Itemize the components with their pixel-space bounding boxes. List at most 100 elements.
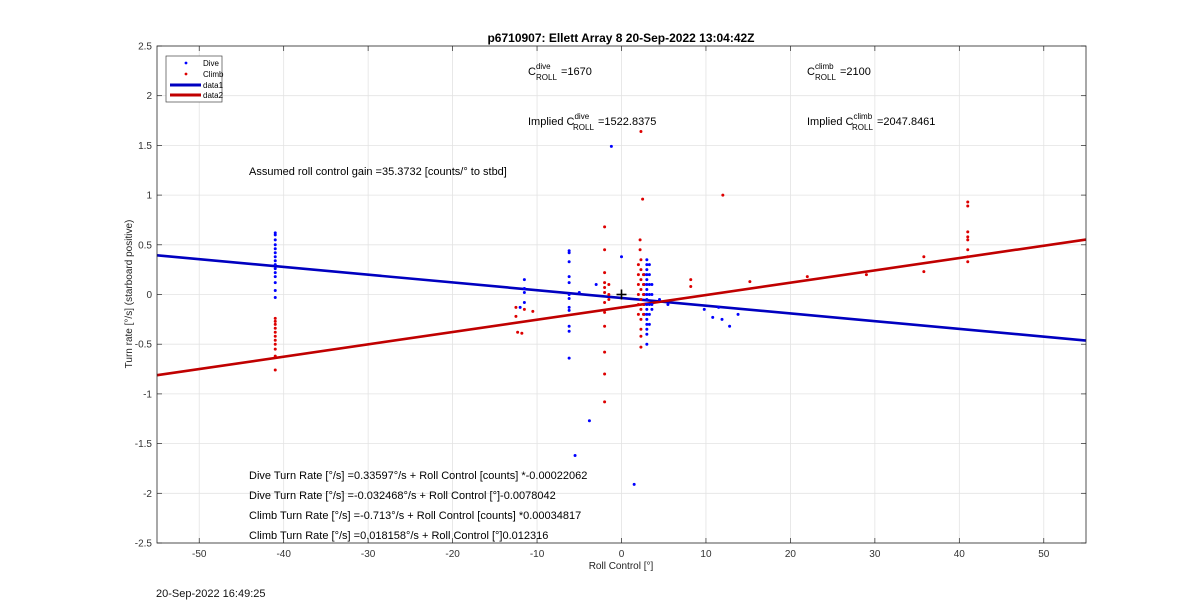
legend-data1-label: data1	[203, 81, 224, 90]
dive-point	[650, 293, 654, 296]
y-axis-label: Turn rate [°/s] (starboard positive)	[124, 220, 135, 369]
climb-point	[639, 345, 643, 349]
svg-text:Cdive: Cdive	[528, 62, 551, 78]
y-tick-label: -2.5	[135, 539, 153, 550]
dive-point	[577, 291, 581, 295]
c-climb-symbol: C	[807, 66, 815, 78]
implied-dive-superscript: dive	[574, 112, 589, 121]
dive-point	[717, 305, 721, 309]
y-tick-label: 2.5	[138, 42, 152, 53]
legend-climb-marker	[184, 72, 188, 76]
dive-point	[522, 291, 526, 295]
climb-point	[273, 354, 277, 358]
dive-point	[594, 283, 598, 287]
implied-climb-symbol: Implied C	[807, 116, 854, 128]
climb-point	[273, 338, 277, 342]
dive-point	[273, 263, 277, 267]
climb-point	[603, 271, 607, 275]
dive-point	[567, 356, 571, 360]
x-tick-label: 40	[954, 549, 966, 560]
y-tick-label: 0	[146, 290, 152, 301]
x-tick-label: -30	[361, 549, 376, 560]
climb-point	[636, 302, 640, 306]
dive-point	[647, 273, 651, 277]
climb-point	[966, 235, 970, 239]
climb-point	[603, 291, 607, 295]
chart-title: p6710907: Ellett Array 8 20-Sep-2022 13:…	[487, 31, 754, 45]
climb-point	[273, 316, 277, 320]
climb-point	[641, 273, 645, 277]
dive-point	[666, 302, 670, 306]
dive-point	[711, 315, 715, 319]
dive-point	[273, 271, 277, 275]
dive-point	[567, 260, 571, 264]
dive-point	[620, 255, 623, 259]
x-tick-label: 10	[700, 549, 712, 560]
climb-point	[273, 319, 277, 323]
c-dive-value: =1670	[561, 66, 592, 78]
climb-point	[522, 307, 526, 311]
climb-point	[689, 285, 693, 289]
x-tick-label: -20	[445, 549, 460, 560]
roll-gain-annotation: Assumed roll control gain =35.3732 [coun…	[249, 166, 507, 178]
dive-point	[645, 288, 649, 292]
dive-point	[650, 307, 654, 311]
implied-climb-superscript: climb	[853, 112, 872, 121]
dive-point	[645, 332, 649, 336]
dive-point	[645, 312, 649, 316]
climb-point	[639, 317, 643, 321]
dive-point	[650, 283, 654, 287]
dive-point	[273, 295, 277, 299]
dive-point	[645, 283, 649, 287]
dive-point	[273, 255, 277, 259]
dive-point	[650, 302, 654, 306]
climb-point	[966, 260, 970, 264]
dive-point	[273, 281, 277, 285]
climb-point	[639, 278, 643, 282]
climb-point	[636, 312, 640, 316]
climb-point	[636, 273, 640, 277]
climb-point	[864, 273, 868, 277]
x-tick-label: 50	[1038, 549, 1050, 560]
implied-dive-value: =1522.8375	[598, 116, 656, 128]
dive-point	[587, 419, 591, 423]
climb-point	[721, 193, 725, 197]
climb-point	[607, 297, 611, 301]
climb-point	[638, 248, 642, 252]
c-dive-symbol: C	[528, 66, 536, 78]
climb-point	[639, 129, 643, 133]
dive-point	[567, 251, 571, 255]
dive-point	[645, 273, 649, 277]
svg-text:Implied Cdive: Implied Cdive	[528, 112, 590, 128]
x-tick-label: -40	[276, 549, 291, 560]
climb-point	[636, 263, 640, 267]
y-tick-label: -1	[143, 389, 152, 400]
x-tick-label: 0	[619, 549, 625, 560]
x-tick-label: 30	[869, 549, 881, 560]
dive-point	[645, 297, 649, 301]
dive-point	[522, 278, 526, 282]
dive-point	[567, 293, 571, 296]
fit-text-climb-degrees: Climb Turn Rate [°/s] =0.018158°/s + Rol…	[249, 530, 548, 542]
implied-dive-subscript: ROLL	[573, 123, 594, 132]
dive-point	[573, 454, 577, 458]
climb-point	[603, 225, 607, 229]
axes-frame	[156, 45, 1087, 544]
y-tick-label: -1.5	[135, 439, 153, 450]
climb-point	[639, 288, 643, 292]
timestamp: 20-Sep-2022 16:49:25	[156, 588, 266, 600]
legend-data2-label: data2	[203, 91, 224, 100]
climb-point	[641, 293, 645, 296]
y-tick-label: 1.5	[138, 141, 152, 152]
fit-line-data2	[156, 238, 1087, 377]
dive-point	[567, 324, 571, 328]
x-axis-label: Roll Control [°]	[589, 561, 654, 572]
implied-climb-subscript: ROLL	[852, 123, 873, 132]
y-tick-label: 1	[146, 191, 152, 202]
dive-point	[273, 243, 277, 247]
y-tick-label: -2	[143, 489, 152, 500]
climb-point	[641, 283, 645, 287]
climb-point	[639, 307, 643, 311]
c-climb-annotation: Cclimb ROLL =2100	[807, 62, 871, 82]
dive-point	[728, 324, 732, 328]
